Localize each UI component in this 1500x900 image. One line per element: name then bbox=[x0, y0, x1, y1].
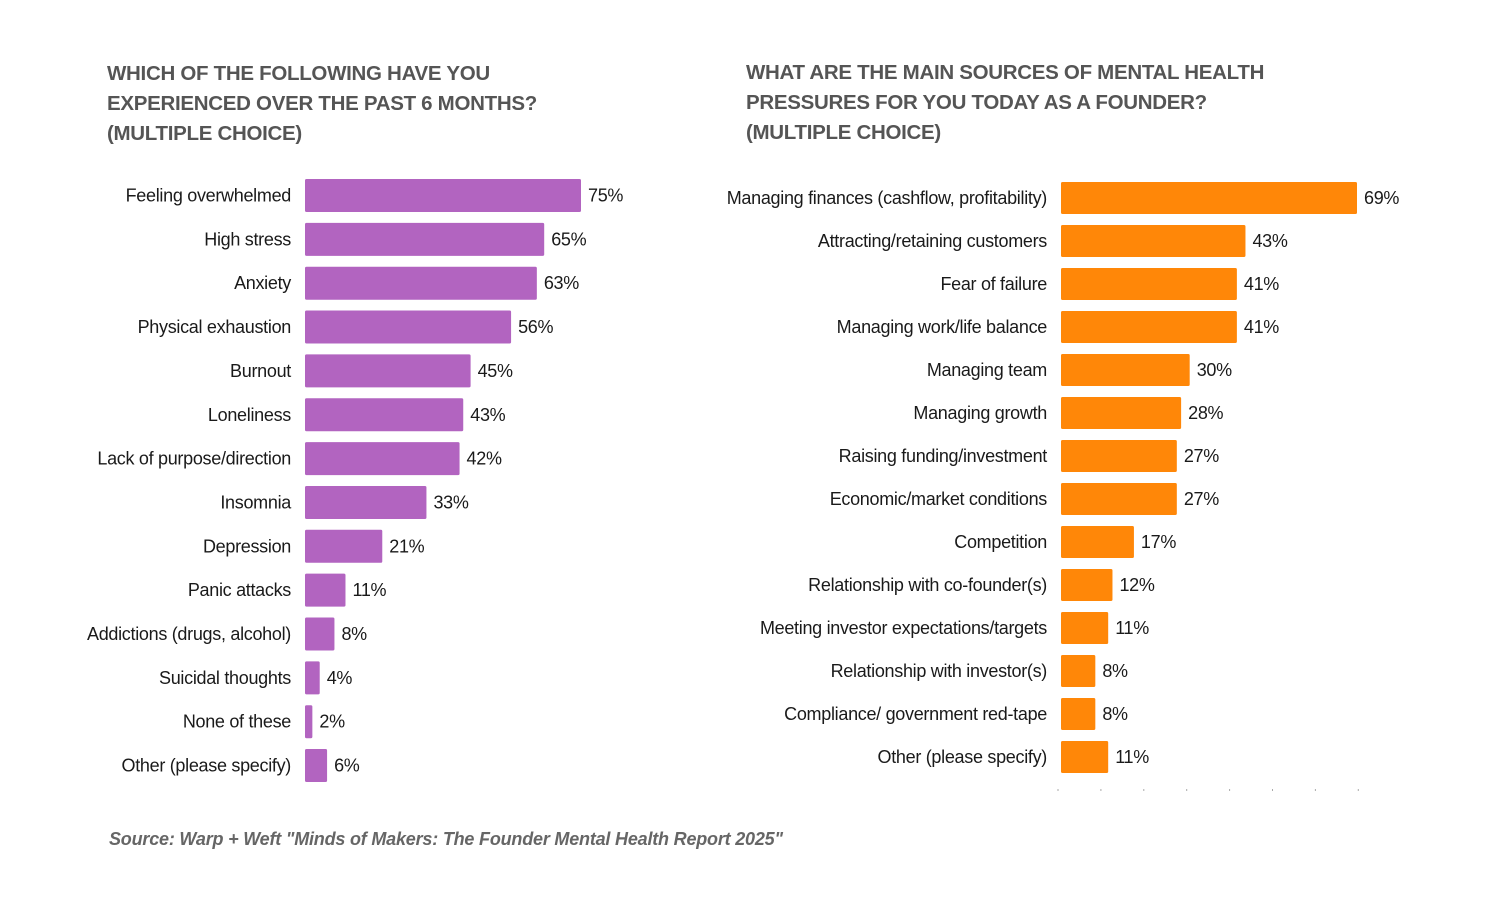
right-category-label: Raising funding/investment bbox=[839, 446, 1048, 466]
source-note: Source: Warp + Weft "Minds of Makers: Th… bbox=[109, 829, 783, 849]
left-category-label: Other (please specify) bbox=[122, 756, 291, 776]
left-bar bbox=[305, 485, 427, 519]
left-value-label: 21% bbox=[389, 536, 424, 556]
right-value-label: 17% bbox=[1141, 532, 1176, 552]
right-bar bbox=[1061, 698, 1096, 730]
left-value-label: 75% bbox=[588, 186, 623, 206]
left-bar-chart: Feeling overwhelmed 75% High stress 65% Anxi… bbox=[87, 179, 624, 783]
left-category-label: Loneliness bbox=[208, 405, 291, 425]
right-chart-title: WHAT ARE THE MAIN SOURCES OF MENTAL HEAL… bbox=[746, 58, 1264, 148]
left-chart-title-line: EXPERIENCED OVER THE PAST 6 MONTHS? bbox=[107, 92, 537, 115]
right-category-label: Managing finances (cashflow, profitabili… bbox=[727, 188, 1047, 208]
right-bar bbox=[1061, 612, 1109, 644]
right-category-label: Fear of failure bbox=[940, 274, 1047, 294]
left-value-label: 45% bbox=[478, 361, 513, 381]
left-bar bbox=[305, 529, 383, 563]
right-value-label: 41% bbox=[1244, 274, 1279, 294]
left-value-label: 63% bbox=[544, 273, 579, 293]
right-category-label: Economic/market conditions bbox=[830, 489, 1048, 509]
right-category-label: Relationship with investor(s) bbox=[831, 661, 1047, 681]
left-category-label: None of these bbox=[183, 712, 291, 732]
left-value-label: 2% bbox=[319, 712, 345, 732]
right-bar bbox=[1061, 354, 1190, 386]
right-value-label: 11% bbox=[1115, 618, 1149, 638]
left-category-label: Burnout bbox=[230, 361, 291, 381]
right-value-label: 27% bbox=[1184, 489, 1219, 509]
right-bar bbox=[1061, 655, 1096, 687]
right-value-label: 69% bbox=[1364, 188, 1399, 208]
right-bar bbox=[1061, 569, 1113, 601]
left-category-label: Feeling overwhelmed bbox=[126, 186, 291, 206]
right-chart-title-line: (MULTIPLE CHOICE) bbox=[746, 121, 941, 144]
left-value-label: 43% bbox=[470, 405, 505, 425]
right-value-label: 41% bbox=[1244, 317, 1279, 337]
left-chart-title-line: WHICH OF THE FOLLOWING HAVE YOU bbox=[107, 62, 490, 85]
right-value-label: 8% bbox=[1102, 704, 1128, 724]
left-bar bbox=[305, 222, 545, 256]
right-bar bbox=[1061, 182, 1357, 214]
right-bar bbox=[1061, 268, 1237, 300]
right-chart-title-line: PRESSURES FOR YOU TODAY AS A FOUNDER? bbox=[746, 91, 1207, 114]
right-bar bbox=[1061, 741, 1109, 773]
right-category-label: Other (please specify) bbox=[878, 747, 1047, 767]
right-value-label: 27% bbox=[1184, 446, 1219, 466]
left-bar bbox=[305, 661, 320, 695]
left-value-label: 6% bbox=[334, 756, 360, 776]
right-category-label: Compliance/ government red-tape bbox=[784, 704, 1047, 724]
left-chart-title: WHICH OF THE FOLLOWING HAVE YOU EXPERIEN… bbox=[107, 59, 537, 149]
left-bar bbox=[305, 617, 335, 651]
right-value-label: 43% bbox=[1252, 231, 1287, 251]
right-category-label: Managing team bbox=[927, 360, 1047, 380]
right-chart-title-line: WHAT ARE THE MAIN SOURCES OF MENTAL HEAL… bbox=[746, 61, 1265, 84]
left-bar bbox=[305, 398, 464, 432]
left-category-label: Suicidal thoughts bbox=[159, 668, 291, 688]
left-value-label: 56% bbox=[518, 317, 553, 337]
left-bar bbox=[305, 573, 346, 607]
right-bar bbox=[1061, 311, 1237, 343]
right-value-label: 12% bbox=[1119, 575, 1154, 595]
right-category-label: Meeting investor expectations/targets bbox=[760, 618, 1047, 638]
right-category-label: Managing work/life balance bbox=[837, 317, 1048, 337]
left-value-label: 11% bbox=[352, 580, 386, 600]
left-bar bbox=[305, 310, 512, 344]
right-category-label: Competition bbox=[954, 532, 1047, 552]
right-value-label: 28% bbox=[1188, 403, 1223, 423]
left-category-label: Anxiety bbox=[234, 273, 291, 293]
left-bar bbox=[305, 442, 460, 476]
right-bar-chart: Managing finances (cashflow, profitabili… bbox=[727, 182, 1400, 791]
left-category-label: High stress bbox=[204, 229, 291, 249]
right-value-label: 11% bbox=[1115, 747, 1149, 767]
left-category-label: Depression bbox=[203, 536, 291, 556]
left-category-label: Insomnia bbox=[220, 492, 292, 512]
right-bar bbox=[1061, 225, 1246, 257]
left-category-label: Lack of purpose/direction bbox=[97, 449, 291, 469]
right-value-label: 30% bbox=[1197, 360, 1232, 380]
right-bar bbox=[1061, 526, 1134, 558]
right-category-label: Managing growth bbox=[913, 403, 1047, 423]
right-category-label: Attracting/retaining customers bbox=[818, 231, 1047, 251]
left-value-label: 65% bbox=[551, 229, 586, 249]
left-bar bbox=[305, 749, 328, 783]
left-value-label: 8% bbox=[341, 624, 367, 644]
left-bar bbox=[305, 266, 537, 300]
left-bar bbox=[305, 354, 471, 388]
left-category-label: Panic attacks bbox=[188, 580, 291, 600]
left-category-label: Addictions (drugs, alcohol) bbox=[87, 624, 291, 644]
left-chart-title-line: (MULTIPLE CHOICE) bbox=[107, 122, 302, 145]
right-bar bbox=[1061, 483, 1177, 515]
right-category-label: Relationship with co-founder(s) bbox=[808, 575, 1047, 595]
right-value-label: 8% bbox=[1102, 661, 1128, 681]
left-category-label: Physical exhaustion bbox=[138, 317, 291, 337]
right-bar bbox=[1061, 397, 1182, 429]
left-value-label: 33% bbox=[433, 492, 468, 512]
left-value-label: 42% bbox=[467, 449, 502, 469]
left-bar bbox=[305, 179, 581, 212]
left-value-label: 4% bbox=[327, 668, 353, 688]
right-bar bbox=[1061, 440, 1177, 472]
left-bar bbox=[305, 705, 313, 739]
